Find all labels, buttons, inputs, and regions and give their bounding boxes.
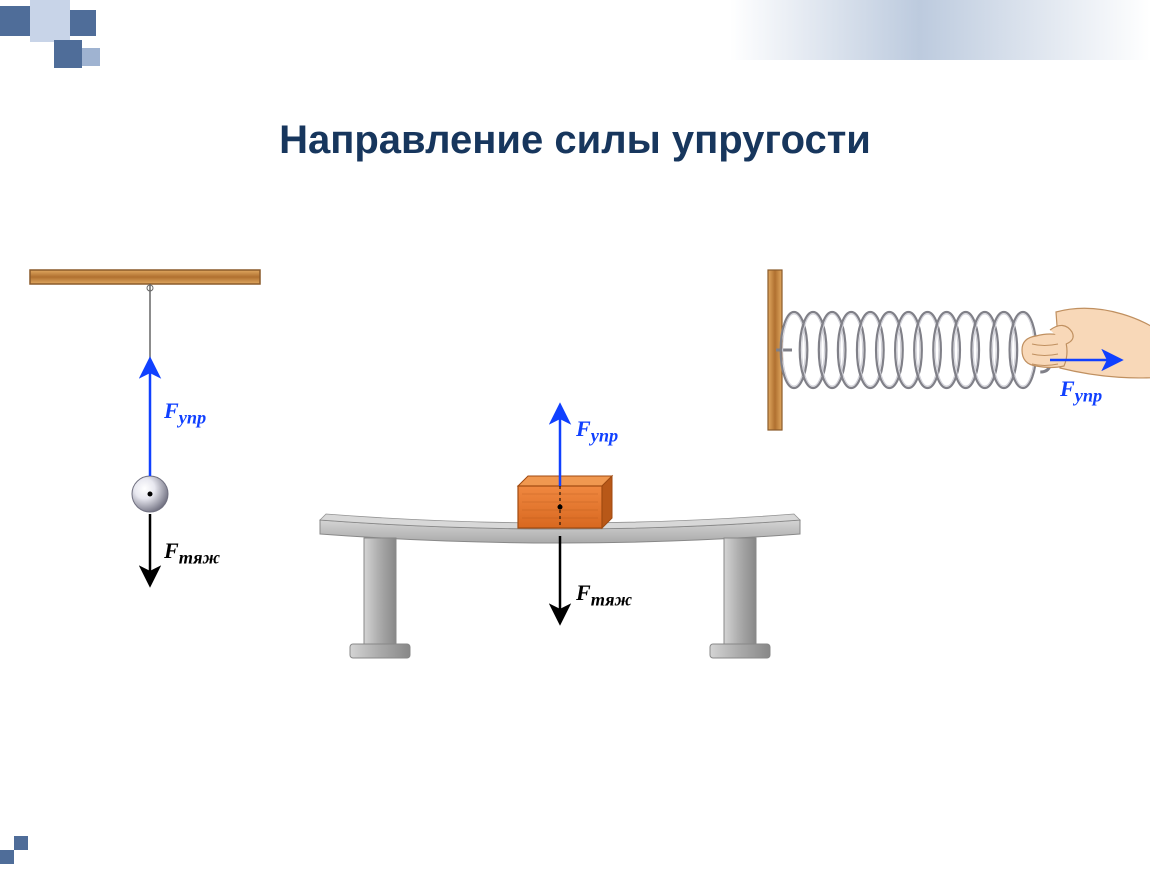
corner-accent (0, 836, 28, 864)
page-title: Направление силы упругости (0, 118, 1150, 163)
hand-icon (1022, 308, 1150, 378)
top-gradient (730, 0, 1150, 60)
figure-table (320, 406, 800, 658)
diagrams: FупрFтяжFупрFтяжFупр (0, 260, 1150, 760)
